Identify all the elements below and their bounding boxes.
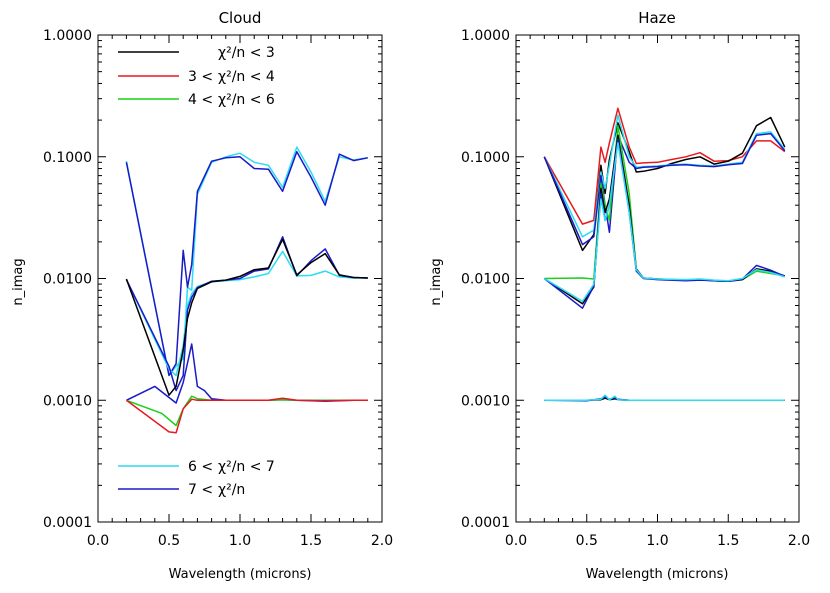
cloud-series-line-3 — [125, 236, 368, 392]
cloud-legend-label-1: χ²/n < 4 — [218, 69, 275, 85]
haze-ytick-label: 1.0000 — [461, 28, 510, 44]
cloud-series-line-1 — [125, 150, 368, 377]
cloud-title: Cloud — [219, 9, 262, 27]
cloud-xtick-label: 1.0 — [229, 533, 251, 549]
haze-series-line-1 — [543, 116, 786, 252]
haze-xtick-label: 1.5 — [717, 533, 739, 549]
cloud-legend-label-2: χ²/n < 6 — [218, 92, 275, 108]
haze-ytick-label: 0.0100 — [461, 272, 510, 288]
haze-series-group — [543, 107, 786, 402]
cloud-ytick-label: 0.0001 — [43, 515, 92, 531]
haze-series-line-0 — [543, 107, 786, 225]
haze-ticks: 0.0 0.5 1.0 1.5 2.0 1.0000 0.1000 0.0100 0.0010 0… — [461, 28, 810, 549]
haze-series-line-3 — [543, 132, 786, 246]
haze-panel: Haze n_imag Wavelength (microns) 0.0 0.5 1… — [429, 9, 810, 582]
haze-series-line-2 — [543, 114, 786, 238]
haze-series-line-10 — [544, 394, 785, 402]
cloud-series-line-2 — [125, 250, 368, 377]
haze-ylabel: n_imag — [429, 258, 444, 305]
cloud-ticks: 0.0 0.5 1.0 1.5 2.0 1.0000 0.1000 0.0100 0.0010 0… — [43, 28, 393, 549]
haze-xtick-label: 1.0 — [646, 533, 668, 549]
cloud-legend-label-pre-2: 4 < — [188, 92, 213, 108]
cloud-ytick-label: 0.0100 — [43, 272, 92, 288]
haze-xlabel: Wavelength (microns) — [586, 567, 729, 582]
cloud-ytick-label: 1.0000 — [43, 28, 92, 44]
cloud-xtick-label: 2.0 — [371, 533, 393, 549]
cloud-legend-label-3: χ²/n < 7 — [218, 459, 275, 475]
cloud-legend-label-pre-4: 7 < — [188, 482, 213, 498]
cloud-xtick-label: 0.0 — [87, 533, 109, 549]
cloud-xlabel: Wavelength (microns) — [169, 567, 312, 582]
haze-xtick-label: 0.0 — [505, 533, 527, 549]
cloud-panel: Cloud n_imag Wavelength (microns) 0.0 0.5… — [11, 9, 393, 582]
cloud-ytick-label: 0.0010 — [43, 393, 92, 409]
cloud-legend-label-pre-3: 6 < — [188, 459, 213, 475]
cloud-series-group — [125, 146, 368, 434]
cloud-xtick-label: 1.5 — [300, 533, 322, 549]
cloud-legend-label-0: χ²/n < 3 — [218, 45, 275, 61]
haze-series-line-7 — [543, 142, 786, 303]
haze-title: Haze — [638, 9, 676, 27]
haze-ytick-label: 0.1000 — [461, 150, 510, 166]
cloud-legend-label-4: χ²/n — [218, 482, 245, 498]
cloud-legend-label-pre-1: 3 < — [188, 69, 213, 85]
haze-series-line-6 — [543, 138, 786, 309]
haze-xtick-label: 2.0 — [788, 533, 810, 549]
cloud-legend: χ²/n < 3 3 < χ²/n < 4 4 < χ²/n < 6 6 < χ²/n < … — [118, 45, 275, 498]
cloud-series-line-7 — [125, 397, 368, 434]
cloud-series-line-0 — [125, 146, 368, 377]
cloud-xtick-label: 0.5 — [158, 533, 180, 549]
cloud-ytick-label: 0.1000 — [43, 150, 92, 166]
haze-xtick-label: 0.5 — [576, 533, 598, 549]
cloud-series-line-4 — [125, 238, 368, 396]
cloud-ylabel: n_imag — [11, 258, 26, 305]
haze-ytick-label: 0.0001 — [461, 515, 510, 531]
haze-ytick-label: 0.0010 — [461, 393, 510, 409]
